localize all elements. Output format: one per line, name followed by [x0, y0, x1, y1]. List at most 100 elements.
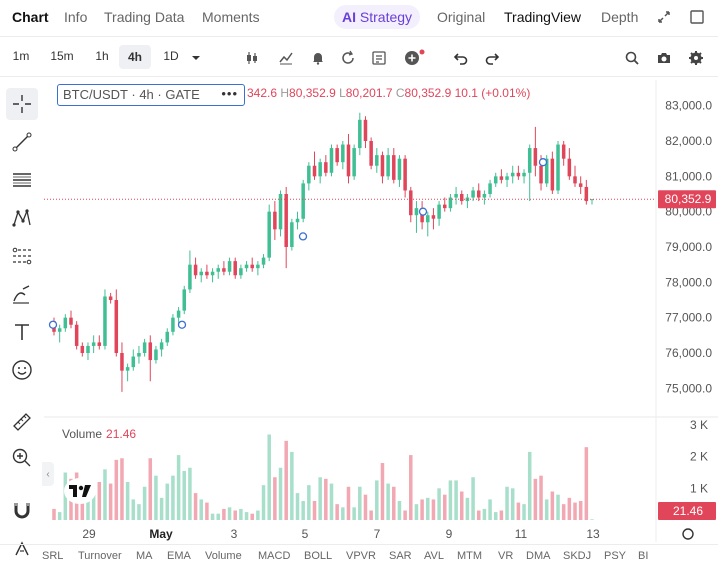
- indicator-macd[interactable]: MACD: [258, 550, 291, 562]
- trend-line-tool[interactable]: [6, 126, 38, 158]
- volume-bar: [307, 485, 311, 520]
- pattern-tool[interactable]: [6, 202, 38, 234]
- event-marker[interactable]: [538, 158, 548, 167]
- search-icon[interactable]: [624, 50, 640, 66]
- emoji-tool[interactable]: [6, 354, 38, 386]
- timeframe-dropdown-icon[interactable]: [188, 50, 204, 66]
- indicator-ma[interactable]: MA: [136, 550, 153, 562]
- horizontal-lines-tool[interactable]: [6, 164, 38, 196]
- timeframe-1m[interactable]: 1m: [12, 49, 30, 63]
- indicator-boll[interactable]: BOLL: [304, 550, 333, 562]
- volume-bar: [414, 504, 419, 520]
- symbol-legend[interactable]: BTC/USDT · 4h · GATE •••: [57, 84, 245, 106]
- last-volume-label: 21.46: [673, 504, 703, 518]
- volume-bar: [278, 467, 283, 520]
- tab-info[interactable]: Info: [64, 9, 88, 25]
- tab-original[interactable]: Original: [437, 9, 486, 25]
- indicator-bi[interactable]: BI: [638, 550, 649, 562]
- volume-bar: [244, 512, 249, 520]
- candle-body: [578, 183, 583, 187]
- candle-body: [154, 349, 158, 361]
- fib-tool[interactable]: [6, 240, 38, 272]
- indicator-srl[interactable]: SRL: [42, 550, 64, 562]
- y-tick-label: 83,000.0: [665, 99, 712, 113]
- candle-body: [114, 300, 119, 353]
- window-icon[interactable]: [689, 9, 705, 25]
- indicator-psy[interactable]: PSY: [604, 550, 627, 562]
- volume-bar: [210, 513, 215, 520]
- indicator-vpvr[interactable]: VPVR: [346, 550, 376, 562]
- candle-body: [527, 148, 532, 173]
- candle-body: [312, 165, 317, 177]
- indicators-icon[interactable]: [278, 50, 294, 66]
- indicator-skdj[interactable]: SKDJ: [563, 550, 592, 562]
- tradingview-logo-icon: [69, 485, 91, 497]
- chart-settings-icon[interactable]: [682, 528, 694, 540]
- candle-body: [244, 264, 249, 269]
- event-marker[interactable]: [298, 232, 308, 241]
- tab-tradingview[interactable]: TradingView: [504, 9, 582, 25]
- tab-chart[interactable]: Chart: [12, 9, 49, 25]
- volume-bar: [380, 463, 385, 520]
- smiley-icon: [12, 360, 32, 380]
- tab-trading-data[interactable]: Trading Data: [104, 9, 185, 25]
- tab-depth[interactable]: Depth: [601, 9, 639, 25]
- timeframe-15m[interactable]: 15m: [50, 49, 74, 63]
- settings-gear-icon[interactable]: [688, 50, 704, 66]
- volume-bar: [522, 504, 526, 520]
- x-tick-label: 29: [82, 527, 96, 541]
- volume-bar: [159, 497, 164, 520]
- volume-bar: [578, 501, 583, 520]
- undo-icon[interactable]: [453, 50, 469, 66]
- indicator-turnover[interactable]: Turnover: [78, 550, 122, 562]
- indicator-vr[interactable]: VR: [498, 550, 514, 562]
- expand-icon[interactable]: [656, 9, 672, 25]
- alert-icon[interactable]: [310, 50, 326, 66]
- event-marker[interactable]: [48, 320, 58, 329]
- brush-tool[interactable]: [6, 278, 38, 310]
- magnet-tool[interactable]: [6, 494, 38, 526]
- x-tick-label: 13: [586, 527, 600, 541]
- legend-more-button[interactable]: •••: [221, 86, 238, 101]
- candle-body: [307, 165, 311, 184]
- timeframe-4h[interactable]: 4h: [119, 45, 151, 69]
- text-tool[interactable]: [6, 316, 38, 348]
- timeframe-1h[interactable]: 1h: [95, 49, 109, 63]
- redo-icon[interactable]: [484, 50, 500, 66]
- zoom-tool[interactable]: [6, 442, 38, 474]
- candle-body: [103, 296, 107, 346]
- indicator-divider: [0, 544, 718, 545]
- event-marker[interactable]: [177, 320, 187, 329]
- price-chart[interactable]: 83,000.082,000.081,000.080,000.079,000.0…: [44, 80, 718, 542]
- candle-body: [522, 172, 526, 177]
- indicator-ema[interactable]: EMA: [167, 550, 191, 562]
- indicator-avl[interactable]: AVL: [424, 550, 444, 562]
- y-tick-label: 75,000.0: [665, 381, 712, 395]
- collapse-panel-button[interactable]: ‹: [42, 462, 54, 486]
- candle-body: [369, 141, 373, 166]
- candle-body: [471, 190, 475, 198]
- symbol-label: BTC/USDT · 4h · GATE: [63, 87, 200, 102]
- volume-bar: [363, 494, 368, 520]
- volume-bar: [261, 485, 266, 520]
- tab-moments[interactable]: Moments: [202, 9, 260, 25]
- candle-body: [324, 162, 328, 173]
- lock-tool[interactable]: [6, 532, 38, 564]
- indicator-volume[interactable]: Volume: [205, 550, 242, 562]
- candlestick-type-icon[interactable]: [244, 50, 260, 66]
- indicator-mtm[interactable]: MTM: [457, 550, 483, 562]
- timeframe-1d[interactable]: 1D: [163, 49, 179, 63]
- replay-icon[interactable]: [340, 50, 356, 66]
- measure-tool[interactable]: [6, 406, 38, 438]
- strategy-button[interactable]: AI Strategy: [334, 5, 421, 29]
- candle-body: [533, 148, 538, 166]
- crosshair-tool[interactable]: [6, 88, 38, 120]
- indicator-dma[interactable]: DMA: [526, 550, 551, 562]
- camera-icon[interactable]: [656, 50, 672, 66]
- volume-bar: [318, 477, 322, 520]
- template-icon[interactable]: [371, 50, 387, 66]
- add-indicator-icon[interactable]: [404, 50, 420, 66]
- event-marker[interactable]: [418, 207, 428, 216]
- indicator-sar[interactable]: SAR: [389, 550, 412, 562]
